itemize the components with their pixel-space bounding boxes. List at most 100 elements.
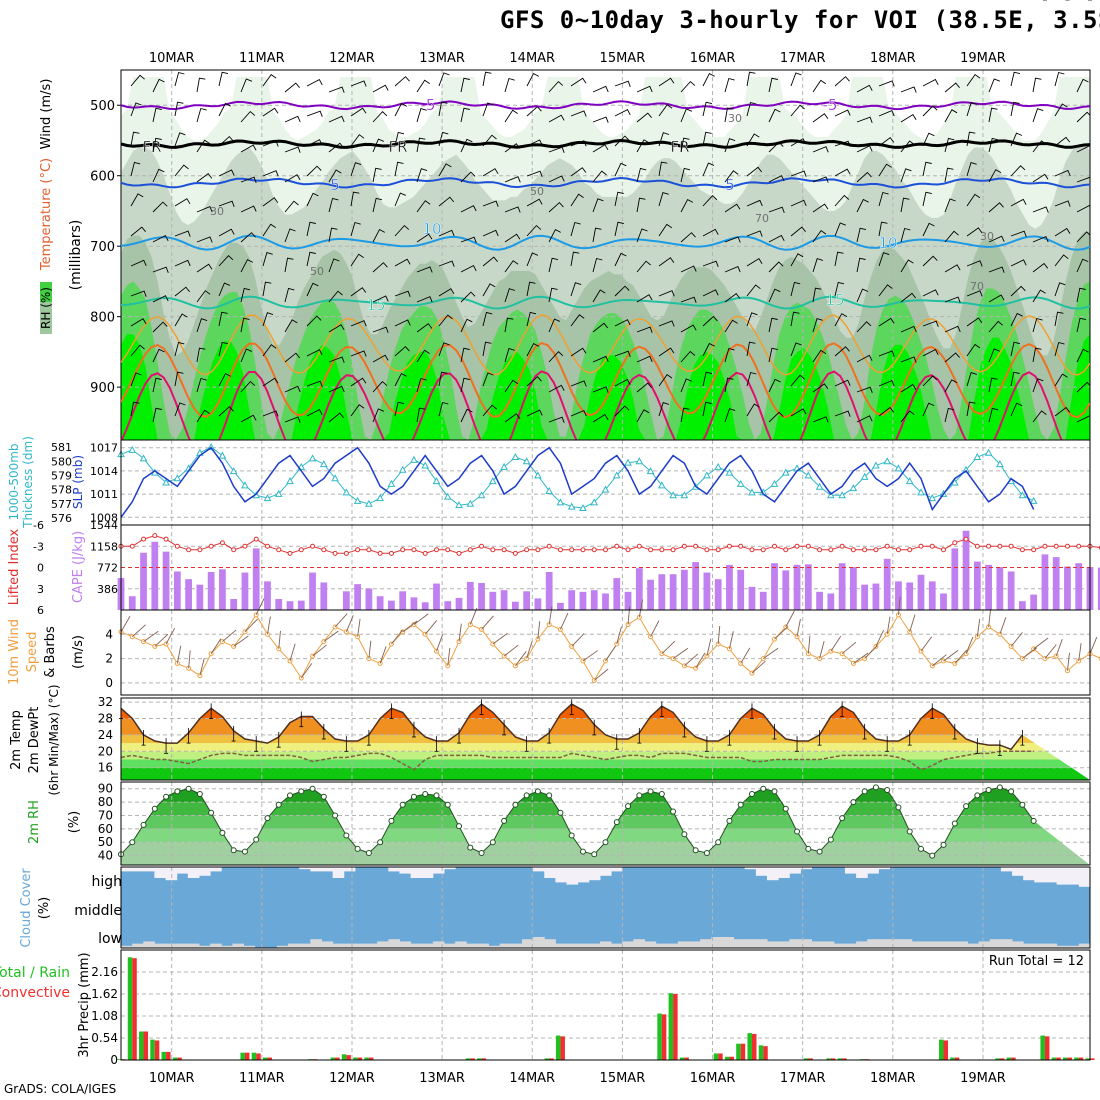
wind-barb [966, 162, 977, 177]
thickness-line-marker [917, 488, 925, 496]
thickness-line-marker [274, 489, 283, 497]
contour-label--5: -5 [421, 96, 436, 114]
wind-barb [680, 265, 697, 273]
wind-barb [438, 371, 448, 387]
side-label-part: Thickness (dm) [21, 436, 35, 529]
wind-barb [218, 228, 235, 237]
wind-barb-10m [988, 609, 992, 628]
wind-barb [284, 174, 301, 183]
wind-barb [614, 221, 624, 237]
wind-frame [120, 609, 1091, 696]
wind-barb [680, 232, 696, 243]
wind-barb-10m [650, 620, 660, 637]
rh-tick-label: 80 [98, 795, 113, 809]
thickness-line-marker [139, 454, 148, 462]
bottom-date-16MAR: 16MAR [690, 1071, 736, 1086]
wind-barb [592, 355, 609, 363]
wind-barb [328, 356, 345, 363]
thickness-line-marker [872, 461, 880, 469]
lifted-index-line-marker [253, 536, 259, 542]
lifted-index-line-marker [208, 543, 214, 549]
precip-total-bar [341, 1054, 347, 1060]
lifted-index-line-marker [1019, 547, 1025, 553]
wind-tick-label: 0 [105, 676, 113, 690]
wind-barb [922, 375, 938, 387]
wind-barb [900, 410, 915, 423]
rh-line-marker [151, 805, 158, 812]
thickness-tick-label: 581 [51, 441, 72, 454]
wind-barb-10m [931, 654, 947, 667]
cloud-low-fill [622, 941, 634, 948]
precip-conv-bar [1078, 1057, 1084, 1060]
wind-barb [944, 296, 961, 303]
wind-barb [394, 290, 411, 297]
wind-barb-10m [143, 630, 159, 642]
lifted-index-line-marker [377, 550, 383, 556]
precip-total-bar [240, 1052, 245, 1060]
cloud-high-gap [577, 867, 590, 883]
cloud-low-fill [1056, 945, 1069, 948]
cloud-low-fill [198, 945, 211, 948]
cloud-low-fill [410, 943, 423, 948]
wind-barb [196, 172, 213, 183]
thickness-line-marker [624, 458, 632, 466]
cloud-low-fill [154, 943, 167, 948]
thickness-line-marker [849, 484, 858, 492]
wind-barb [174, 101, 184, 117]
wind-barb-10m [807, 635, 811, 654]
lifted-index-line-marker [918, 543, 924, 549]
cloud-high-gap [1078, 867, 1091, 887]
cape-bar [151, 541, 159, 610]
wind-barb [174, 164, 189, 177]
cloud-panel: high middle low Cloud Cover (%) [19, 866, 1091, 949]
wind-barb [174, 259, 191, 267]
wind-barb [482, 134, 497, 147]
wind-barb [878, 80, 895, 87]
cape-bar [838, 563, 846, 610]
wind-barb [196, 318, 208, 333]
lifted-index-line-marker [298, 547, 304, 553]
wind-barb-10m [638, 599, 644, 618]
wind-barb [262, 73, 277, 87]
precip-conv-bar [740, 1043, 746, 1060]
precip-conv-bar [954, 1057, 960, 1060]
wind-barb [614, 252, 627, 267]
precip-total-bar [1040, 1035, 1045, 1060]
wind-barb-10m [188, 650, 191, 669]
wind-barb [1076, 204, 1090, 213]
wind-barb-10m [582, 650, 598, 662]
cape-bar [219, 569, 226, 610]
precip-total-bar [544, 1058, 550, 1060]
cape-bar [748, 586, 756, 610]
wind-barb [636, 197, 646, 213]
wind-barb [372, 354, 389, 363]
cape-bar [173, 571, 181, 610]
wind-barb [746, 284, 761, 297]
cloud-low-fill [310, 939, 322, 948]
thickness-line-marker [838, 491, 846, 499]
cloud-high-gap [856, 867, 868, 878]
wind-barb [350, 134, 365, 147]
wind-barb [680, 108, 693, 123]
lifted-index-line-marker [907, 547, 913, 553]
precip-conv-bar [729, 1056, 734, 1060]
wind-barb [152, 201, 168, 213]
cloud-low-fill [588, 943, 601, 948]
wind-barb [1032, 410, 1047, 423]
wind-barb [482, 102, 494, 117]
wind-barb [614, 162, 627, 177]
wind-barb-10m [255, 598, 265, 616]
temp-contour-20 [121, 314, 1090, 376]
wind-barb [152, 78, 165, 93]
wind-barb [724, 236, 741, 243]
wind-barb [152, 348, 165, 363]
cloud-high-gap [533, 867, 545, 872]
slp-tick-label: 1008 [90, 511, 118, 524]
wind-barb-10m [120, 616, 131, 633]
wind-barb [262, 410, 279, 417]
dewpoint-line [120, 750, 1034, 771]
wind-barb [262, 197, 279, 207]
wind-barb [526, 106, 542, 117]
lifted-index-line-marker [152, 533, 158, 539]
precip-conv-bar [1056, 1057, 1061, 1060]
